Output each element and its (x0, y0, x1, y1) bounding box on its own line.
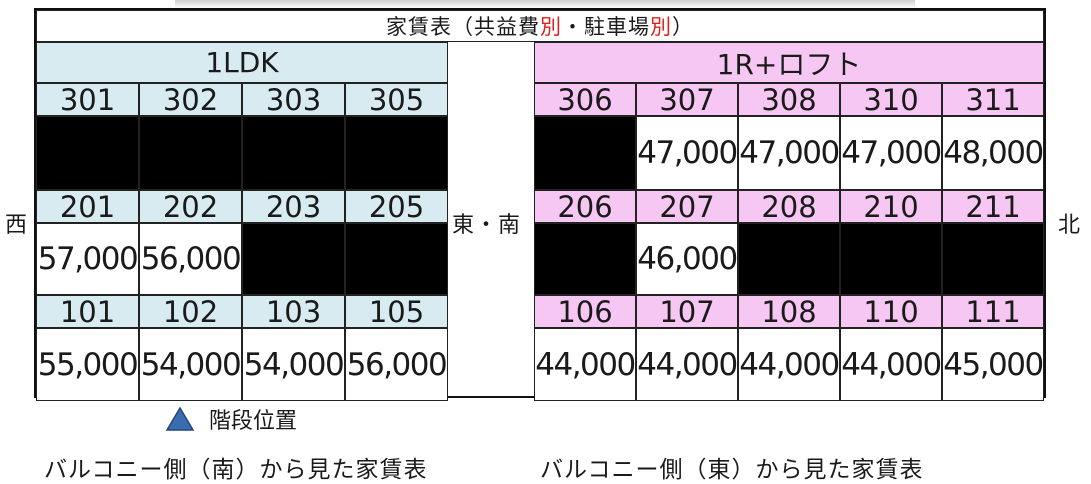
rent-price-cell: 54,000 (139, 328, 242, 401)
rent-table: 家賃表（共益費別・駐車場別） 1LDK 1R+ロフト 301 302 303 305 3… (34, 8, 1046, 401)
title-red-1: 別 (540, 15, 562, 39)
table-title: 家賃表（共益費別・駐車場別） (36, 10, 1044, 42)
rent-price-cell: 56,000 (139, 223, 242, 295)
room-number-cell: 205 (345, 190, 448, 224)
room-number-cell: 301 (36, 83, 139, 117)
rent-price-cell: 47,000 (636, 116, 738, 190)
title-suffix: ） (672, 15, 694, 39)
top-shadow (175, 0, 915, 8)
title-middle: ・駐車場 (562, 15, 650, 39)
title-red-2: 別 (650, 15, 672, 39)
rent-price-cell: 54,000 (242, 328, 345, 401)
section-header-1ldk: 1LDK (36, 42, 448, 83)
rent-price-cell: 44,000 (636, 328, 738, 401)
rent-price-cell: 45,000 (942, 328, 1044, 401)
occupied-cell (534, 223, 636, 295)
rent-price-cell: 44,000 (534, 328, 636, 401)
room-number-cell: 107 (636, 295, 738, 329)
room-number-cell: 310 (840, 83, 942, 117)
title-prefix: 家賃表（共益費 (386, 15, 540, 39)
direction-north: 北 (1058, 213, 1081, 238)
room-number-cell: 207 (636, 190, 738, 224)
stairs-legend: 階段位置 (165, 404, 297, 434)
occupied-cell (139, 116, 242, 190)
room-number-cell: 105 (345, 295, 448, 329)
room-number-cell: 303 (242, 83, 345, 117)
direction-west: 西 (5, 213, 28, 238)
direction-east-south: 東・南 (452, 213, 522, 238)
room-number-cell: 106 (534, 295, 636, 329)
room-number-cell: 302 (139, 83, 242, 117)
room-number-cell: 203 (242, 190, 345, 224)
room-number-cell: 308 (738, 83, 840, 117)
rent-price-cell: 44,000 (840, 328, 942, 401)
occupied-cell (942, 223, 1044, 295)
rent-price-cell: 44,000 (738, 328, 840, 401)
room-number-cell: 306 (534, 83, 636, 117)
room-number-cell: 307 (636, 83, 738, 117)
room-number-cell: 305 (345, 83, 448, 117)
room-number-cell: 101 (36, 295, 139, 329)
room-number-cell: 311 (942, 83, 1044, 117)
stairs-label: 階段位置 (209, 409, 298, 434)
caption-east: バルコニー側（東）から見た家賃表 (540, 457, 924, 483)
rent-price-cell: 56,000 (345, 328, 448, 401)
rent-price-cell: 57,000 (36, 223, 139, 295)
room-number-cell: 108 (738, 295, 840, 329)
rent-price-cell: 47,000 (738, 116, 840, 190)
room-number-cell: 210 (840, 190, 942, 224)
rent-price-cell: 47,000 (840, 116, 942, 190)
occupied-cell (738, 223, 840, 295)
occupied-cell (36, 116, 139, 190)
room-number-cell: 201 (36, 190, 139, 224)
caption-south: バルコニー側（南）から見た家賃表 (44, 457, 428, 483)
section-header-1r-loft: 1R+ロフト (534, 42, 1044, 83)
triangle-marker-icon (165, 406, 195, 431)
occupied-cell (345, 116, 448, 190)
room-number-cell: 202 (139, 190, 242, 224)
rent-price-cell: 46,000 (636, 223, 738, 295)
room-number-cell: 206 (534, 190, 636, 224)
rent-price-cell: 55,000 (36, 328, 139, 401)
room-number-cell: 103 (242, 295, 345, 329)
room-number-cell: 211 (942, 190, 1044, 224)
occupied-cell (242, 116, 345, 190)
occupied-cell (345, 223, 448, 295)
room-number-cell: 102 (139, 295, 242, 329)
rent-price-cell: 48,000 (942, 116, 1044, 190)
occupied-cell (534, 116, 636, 190)
room-number-cell: 110 (840, 295, 942, 329)
occupied-cell (840, 223, 942, 295)
room-number-cell: 111 (942, 295, 1044, 329)
occupied-cell (242, 223, 345, 295)
room-number-cell: 208 (738, 190, 840, 224)
